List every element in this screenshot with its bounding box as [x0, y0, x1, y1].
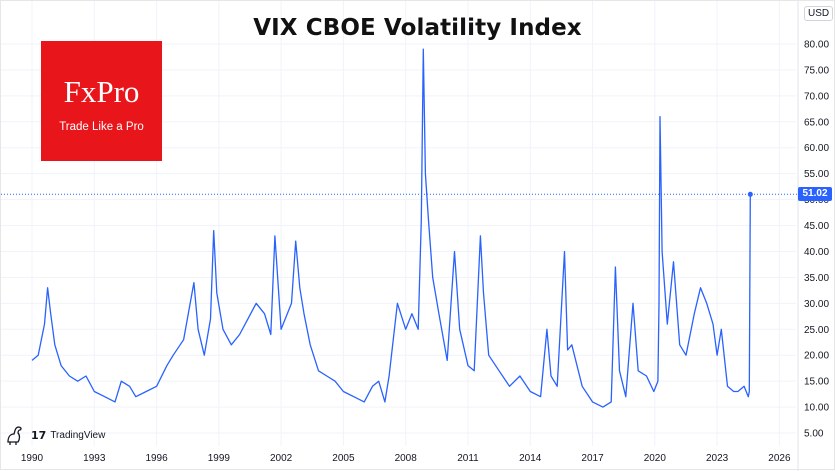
x-tick-label: 2014 — [519, 453, 542, 464]
y-tick-label: 40.00 — [804, 247, 829, 258]
x-tick-label: 2008 — [395, 453, 418, 464]
y-tick-label: 35.00 — [804, 273, 829, 284]
y-tick-label: 10.00 — [804, 403, 829, 414]
x-tick-label: 1993 — [83, 453, 106, 464]
x-tick-label: 2002 — [270, 453, 293, 464]
tradingview-logo-icon: 17 — [31, 429, 46, 442]
fxpro-logo: FxPro Trade Like a Pro — [41, 41, 162, 161]
y-tick-label: 70.00 — [804, 91, 829, 102]
y-tick-label: 15.00 — [804, 377, 829, 388]
x-tick-label: 1996 — [145, 453, 168, 464]
fxpro-logo-tagline: Trade Like a Pro — [41, 121, 162, 134]
y-tick-label: 80.00 — [804, 39, 829, 50]
x-tick-label: 1990 — [21, 453, 44, 464]
x-axis: 1990 1993 1996 1999 2002 2005 2008 2011 2014 2017… — [21, 453, 791, 464]
tradingview-name: TradingView — [50, 430, 105, 441]
fxpro-logo-text: FxPro — [41, 76, 162, 108]
last-price-tag: 51.02 — [798, 187, 832, 201]
y-tick-label: 65.00 — [804, 117, 829, 128]
x-tick-label: 2011 — [457, 453, 479, 464]
currency-label: USD — [804, 6, 833, 21]
chart-title: VIX CBOE Volatility Index — [1, 15, 834, 41]
x-tick-label: 2017 — [581, 453, 604, 464]
y-tick-label: 75.00 — [804, 65, 829, 76]
x-tick-label: 2020 — [644, 453, 667, 464]
dino-icon — [4, 424, 26, 446]
x-tick-label: 2023 — [706, 453, 729, 464]
y-tick-label: 30.00 — [804, 299, 829, 310]
last-value-point — [748, 192, 753, 197]
y-tick-label: 20.00 — [804, 351, 829, 362]
y-tick-label: 45.00 — [804, 221, 829, 232]
x-tick-label: 2026 — [768, 453, 791, 464]
y-tick-label: 60.00 — [804, 143, 829, 154]
x-tick-label: 2005 — [332, 453, 355, 464]
y-axis: 5.00 10.00 15.00 20.00 25.00 30.00 35.00 40.00 4… — [798, 1, 829, 471]
tradingview-branding: 17 TradingView — [31, 429, 105, 442]
y-tick-label: 55.00 — [804, 169, 829, 180]
y-tick-label: 5.00 — [804, 429, 824, 440]
x-tick-label: 1999 — [208, 453, 231, 464]
y-tick-label: 25.00 — [804, 325, 829, 336]
